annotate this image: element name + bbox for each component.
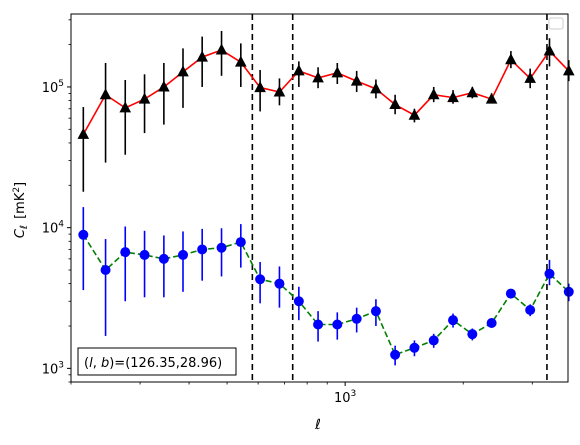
annotation-var-b: b: [101, 356, 109, 371]
series-1-point-9: [255, 274, 266, 285]
series-1-point-23: [525, 304, 536, 315]
x-tick-label-0: 103: [334, 389, 356, 406]
series-0-point-4: [158, 80, 170, 92]
series-1-point-18: [428, 335, 439, 346]
series-0-point-16: [389, 98, 401, 110]
plot-frame: [70, 13, 569, 383]
y-tick-label-2: 105: [42, 79, 64, 96]
series-0-point-9: [254, 81, 266, 93]
y-tick-label-exp-2: 5: [58, 79, 64, 89]
y-axis-label: Cℓ [mK2]: [12, 182, 30, 238]
series-1-point-3: [139, 249, 150, 260]
series-0-point-20: [466, 86, 479, 98]
series-0-point-24: [543, 44, 556, 56]
y-axis-label-main: C: [13, 228, 28, 238]
series-0-line: [82, 49, 570, 135]
series-1-point-1: [100, 265, 111, 276]
y-axis-label-unit-sup: 2: [12, 187, 22, 193]
series-0-point-25: [562, 64, 575, 76]
series-0-point-19: [447, 91, 459, 103]
annotation-value: (126.35,28.96): [125, 356, 222, 371]
series-1-point-10: [274, 278, 285, 289]
series-0-point-14: [350, 74, 363, 86]
series-0-point-8: [235, 55, 247, 67]
series-1-point-19: [448, 315, 459, 326]
series-1-point-16: [390, 349, 401, 360]
series-0-point-17: [408, 108, 421, 120]
series-0-point-0: [77, 127, 90, 139]
annotation: (l, b)=(126.35,28.96): [77, 347, 237, 376]
plot-layer: [77, 14, 575, 382]
y-tick-label-exp-0: 3: [58, 360, 64, 370]
series-0-point-7: [215, 43, 228, 55]
series-0-point-3: [138, 92, 151, 104]
x-tick-label-base-0: 10: [334, 391, 351, 406]
series-0-point-18: [427, 88, 440, 100]
series-0-point-15: [370, 82, 382, 94]
y-axis-label-sub: ℓ: [19, 225, 30, 229]
series-0-point-21: [485, 92, 498, 104]
x-axis-label: ℓ: [314, 417, 321, 433]
series-1-point-14: [351, 313, 362, 324]
series-1-point-7: [216, 242, 227, 253]
y-tick-label-base-0: 10: [42, 362, 59, 377]
series-1-point-5: [177, 249, 188, 260]
series-1-point-6: [197, 244, 208, 255]
series-0-point-11: [293, 64, 305, 76]
series-0-point-22: [505, 53, 517, 65]
y-axis-label-unit-open: [mK: [13, 192, 28, 219]
y-tick-label-0: 103: [42, 360, 64, 377]
series-0-point-10: [273, 85, 286, 97]
series-1-point-21: [486, 318, 497, 329]
series-1-point-0: [78, 229, 89, 240]
series-1-point-13: [332, 319, 343, 330]
series-1-point-2: [120, 247, 131, 258]
series-1-point-24: [544, 268, 555, 279]
y-axis-label-unit-close: ]: [13, 182, 28, 187]
annotation-box: [77, 347, 237, 376]
series-1-point-12: [313, 319, 324, 330]
series-1-point-8: [235, 237, 246, 248]
y-tick-label-1: 104: [42, 220, 65, 237]
legend-box: [548, 17, 564, 30]
series-1-point-22: [505, 288, 516, 299]
annotation-text: (l, b)=(126.35,28.96): [84, 356, 222, 371]
series-1-point-25: [563, 286, 574, 297]
series-0-point-5: [177, 65, 189, 77]
series-0-point-12: [312, 71, 324, 83]
series-1-point-4: [158, 253, 169, 264]
series-1-point-20: [467, 329, 478, 340]
y-tick-label-base-2: 10: [42, 81, 59, 96]
series-1-line: [82, 234, 570, 356]
series-0-point-1: [99, 88, 112, 100]
y-tick-label-base-1: 10: [42, 222, 59, 237]
y-tick-label-exp-1: 4: [58, 220, 64, 230]
series-0-point-13: [331, 66, 344, 78]
series-0-point-23: [524, 71, 536, 83]
annotation-var-l: l: [89, 356, 93, 371]
series-0-point-2: [119, 101, 132, 113]
series-1-point-11: [293, 296, 304, 307]
series-1-point-15: [370, 306, 381, 317]
series-0-point-6: [196, 50, 208, 62]
x-tick-label-exp-0: 3: [351, 389, 357, 399]
series-1-point-17: [409, 342, 420, 353]
